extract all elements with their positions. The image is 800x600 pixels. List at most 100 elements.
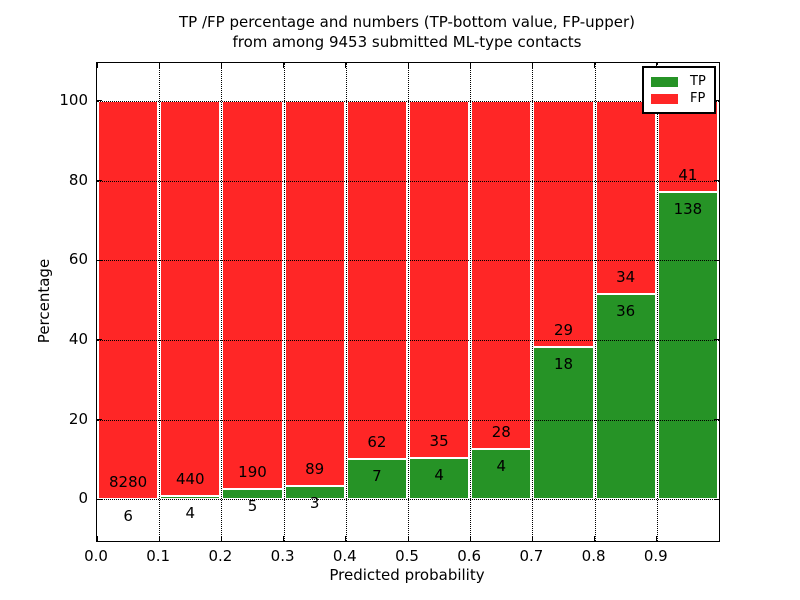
y-tick-mark-left [97,180,102,181]
fp-bar-segment [533,100,594,347]
tp-count-label: 4 [496,457,507,476]
fp-bar-segment [284,100,345,487]
x-tick-mark-top [345,63,347,68]
y-tick-label: 0 [78,489,88,508]
tp-bar-segment [160,495,221,500]
y-tick-label: 100 [59,90,88,109]
x-tick-mark-top [220,63,222,68]
chart-title: TP /FP percentage and numbers (TP-bottom… [96,12,718,52]
tp-count-label: 6 [123,506,133,525]
legend-entry-fp: FP [644,90,714,107]
x-tick-mark-top [718,63,720,68]
tp-bar-segment [409,458,470,500]
x-tick-label: 0.1 [146,547,171,565]
gridline-vertical [532,63,534,541]
tp-bar-segment [657,192,718,500]
fp-count-label: 440 [175,469,205,488]
x-tick-mark-top [531,63,533,68]
x-tick-mark-top [283,63,285,68]
y-tick-label: 80 [68,170,88,189]
x-tick-label: 0.7 [519,547,544,565]
fp-count-label: 35 [429,432,449,451]
tp-bar-segment [471,449,532,500]
y-tick-mark-right [714,259,719,261]
x-tick-mark-bottom [718,536,720,541]
plot-area: TP FP 8280 6 440 4 190 5 89 3 62 7 35 4 28 4 29 18 34 36 4… [96,62,720,542]
chart-title-line1: TP /FP percentage and numbers (TP-bottom… [179,13,635,31]
y-tick-mark-left [97,259,102,261]
tp-bar-segment [533,346,594,500]
y-tick-mark-right [714,180,719,181]
tp-count-label: 7 [372,466,382,485]
y-tick-mark-right [714,100,719,102]
tp-count-label: 4 [434,466,444,485]
x-tick-label: 0.0 [84,547,108,565]
tp-count-label: 18 [553,354,574,373]
y-tick-mark-left [97,339,102,341]
tp-bar-segment [346,458,407,500]
tp-count-label: 5 [247,496,258,515]
tp-legend-swatch [651,76,678,87]
fp-bar-segment [222,100,283,489]
tp-bar-segment [595,294,656,500]
x-tick-mark-bottom [594,536,596,541]
fp-legend-label: FP [690,91,706,106]
y-tick-mark-left [97,498,102,500]
gridline-vertical [408,63,409,541]
x-tick-mark-top [656,63,658,68]
fp-count-label: 62 [367,432,387,451]
y-tick-mark-right [714,419,719,420]
y-tick-label: 20 [68,409,88,428]
gridline-vertical [159,63,161,541]
x-tick-label: 0.9 [643,547,668,565]
y-tick-mark-right [714,498,719,500]
fp-bar-segment [160,100,221,496]
x-tick-mark-bottom [283,536,285,541]
y-tick-label: 60 [68,250,88,269]
fp-count-label: 29 [553,320,574,339]
x-tick-label: 0.2 [208,547,233,565]
x-tick-mark-top [469,63,471,68]
x-tick-label: 0.4 [332,547,357,565]
x-tick-mark-bottom [469,536,471,541]
tp-count-label: 4 [185,503,196,522]
gridline-vertical [656,63,658,541]
tp-bar-segment [284,486,345,500]
gridline-vertical [221,63,223,541]
fp-legend-swatch [651,93,678,104]
fp-bar-segment [409,100,470,459]
fp-count-label: 34 [616,268,636,287]
fp-bar-segment [346,100,407,459]
tp-count-label: 138 [673,200,703,219]
x-tick-mark-top [158,63,160,68]
x-axis-label: Predicted probability [329,566,485,584]
y-tick-mark-left [97,100,102,102]
x-tick-label: 0.5 [395,547,419,565]
fp-count-label: 89 [305,460,325,479]
y-tick-mark-right [714,339,719,341]
gridline-vertical [470,63,472,541]
gridline-vertical [283,63,285,541]
gridline-vertical [594,63,596,541]
fp-count-label: 41 [678,166,698,185]
x-tick-mark-bottom [158,536,160,541]
fp-bar-segment [595,100,656,295]
x-tick-mark-top [96,63,98,68]
x-tick-mark-top [407,63,409,68]
fp-bar-segment [98,100,159,499]
x-tick-mark-bottom [220,536,222,541]
fp-count-label: 8280 [109,472,148,491]
x-tick-mark-bottom [407,536,409,541]
chart-title-line2: from among 9453 submitted ML-type contac… [232,33,582,51]
tp-count-label: 3 [309,494,320,513]
fp-count-label: 190 [238,462,267,481]
fp-count-label: 28 [491,423,511,442]
tp-legend-label: TP [690,74,706,89]
x-tick-label: 0.3 [270,547,295,565]
y-tick-label: 40 [68,329,88,348]
x-tick-mark-bottom [96,536,98,541]
legend-entry-tp: TP [644,73,714,90]
fp-bar-segment [471,100,532,450]
x-tick-label: 0.8 [581,547,606,565]
